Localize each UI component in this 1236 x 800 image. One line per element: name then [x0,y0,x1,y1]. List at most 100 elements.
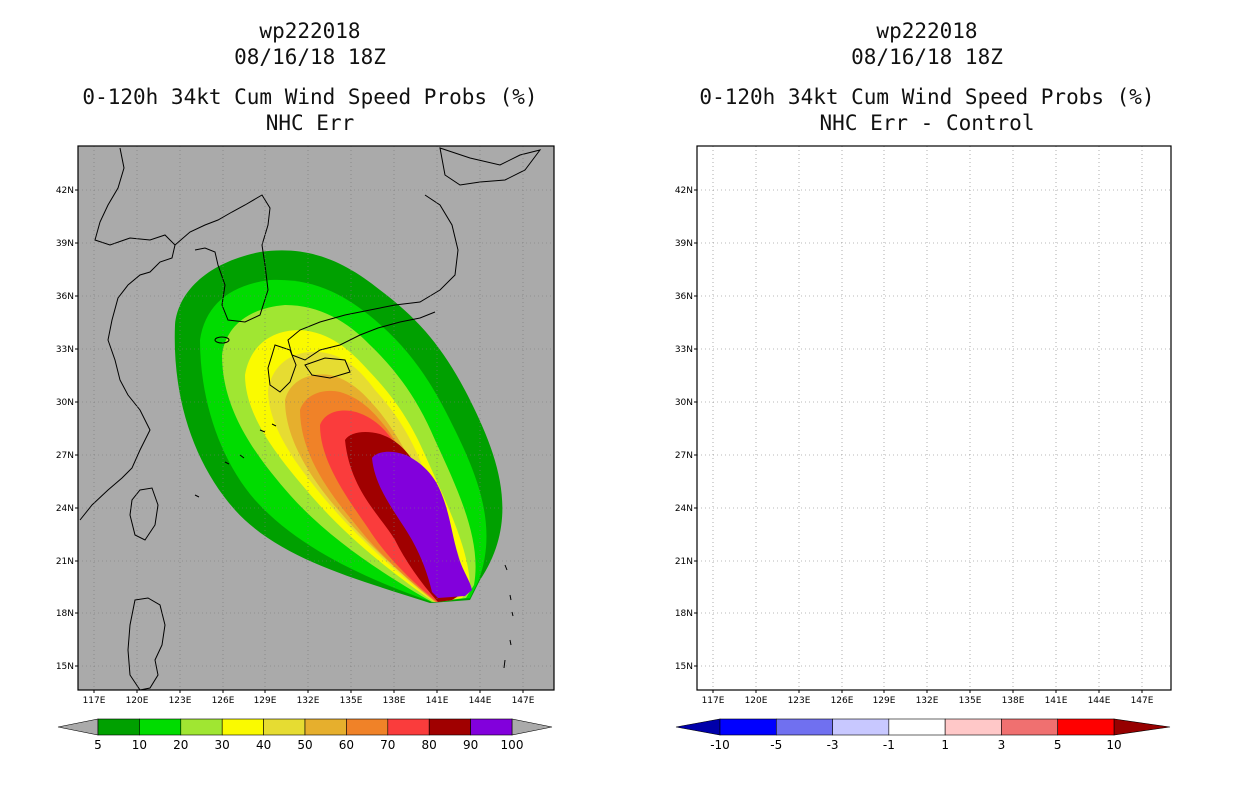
colorbar-label: -10 [710,738,730,752]
right-lon-label: 120E [745,696,768,706]
left-lat-label: 33N [56,345,74,355]
colorbar-swatch [428,718,471,736]
colorbar-low-triangle [57,718,99,736]
left-lon-label: 144E [469,696,492,706]
left-subtitle: NHC Err [265,111,355,135]
left-lon-label: 123E [169,696,192,706]
left-lon-label: 141E [426,696,449,706]
colorbar-swatch [1001,718,1059,736]
colorbar-label: 1 [941,738,949,752]
colorbar-swatch [387,718,430,736]
colorbar-label: 70 [380,738,395,752]
right-lon-label: 135E [959,696,982,706]
colorbar-label: 90 [463,738,478,752]
right-lon-labels: 117E 120E 123E 126E 129E 132E 135E 138E 141E 144E… [702,690,1154,706]
colorbar-swatch [470,718,513,736]
right-lon-label: 138E [1002,696,1025,706]
left-lat-label: 27N [56,451,74,461]
colorbar-label: -5 [770,738,782,752]
left-map-frame [77,145,555,691]
colorbar-swatch [346,718,389,736]
contour-90 [372,451,472,598]
right-lat-label: 42N [675,186,693,196]
colorbar-label: 80 [422,738,437,752]
colorbar-swatch [263,718,306,736]
left-lat-label: 39N [56,239,74,249]
right-product: 0-120h 34kt Cum Wind Speed Probs (%) [699,85,1155,109]
left-lat-labels: 42N 39N 36N 33N 30N 27N 24N 21N 18N 15N [56,186,78,672]
colorbar-label: 100 [501,738,524,752]
colorbar-high-triangle [511,718,553,736]
left-lon-label: 120E [126,696,149,706]
left-lat-label: 21N [56,557,74,567]
colorbar-label: 10 [1106,738,1121,752]
right-map-frame [696,145,1172,691]
right-lon-label: 141E [1045,696,1068,706]
colorbar-swatch [139,718,182,736]
right-lat-label: 21N [675,557,693,567]
colorbar-swatch [180,718,223,736]
right-lat-label: 33N [675,345,693,355]
right-lon-label: 132E [916,696,939,706]
left-lat-label: 18N [56,609,74,619]
colorbar-label: 5 [1054,738,1062,752]
colorbar-swatch [1057,718,1115,736]
left-lat-label: 15N [56,662,74,672]
right-lat-labels: 42N 39N 36N 33N 30N 27N 24N 21N 18N 15N [675,186,697,672]
right-lat-label: 27N [675,451,693,461]
colorbar-label: 3 [998,738,1006,752]
colorbar-label: 60 [339,738,354,752]
left-lon-labels: 117E 120E 123E 126E 129E 132E 135E 138E 141E 144E… [83,690,535,706]
colorbar-label: 30 [215,738,230,752]
left-colorbar: 5 10 20 30 40 50 60 70 80 90 100 [57,718,553,752]
left-lat-label: 24N [56,504,74,514]
right-lon-label: 117E [702,696,725,706]
colorbar-label: 50 [297,738,312,752]
colorbar-label: 10 [132,738,147,752]
colorbar-label: 5 [94,738,102,752]
colorbar-swatch [304,718,347,736]
left-lat-label: 36N [56,292,74,302]
left-lon-label: 132E [297,696,320,706]
left-lat-label: 42N [56,186,74,196]
left-gridlines [78,146,554,690]
colorbar-swatch [97,718,140,736]
left-title-block: wp222018 08/16/18 18Z 0-120h 34kt Cum Wi… [30,18,590,136]
colorbar-swatch [888,718,946,736]
left-lon-label: 126E [212,696,235,706]
right-colorbar: -10 -5 -3 -1 1 3 5 10 [675,718,1171,752]
right-lat-label: 24N [675,504,693,514]
colorbar-swatch [832,718,890,736]
colorbar-label: -1 [883,738,895,752]
left-storm-id: wp222018 [259,19,361,43]
right-lat-label: 15N [675,662,693,672]
right-lon-label: 144E [1088,696,1111,706]
colorbar-swatch [719,718,777,736]
colorbar-low-triangle [675,718,721,736]
colorbar-label: 20 [173,738,188,752]
right-storm-id: wp222018 [876,19,978,43]
right-lat-label: 18N [675,609,693,619]
right-lon-label: 129E [873,696,896,706]
probability-contours [174,250,503,603]
right-datetime: 08/16/18 18Z [851,45,1003,69]
colorbar-high-triangle [1113,718,1171,736]
right-lat-label: 36N [675,292,693,302]
right-lat-label: 30N [675,398,693,408]
colorbar-swatch [944,718,1002,736]
left-lon-label: 135E [340,696,363,706]
left-lon-label: 147E [512,696,535,706]
left-product: 0-120h 34kt Cum Wind Speed Probs (%) [82,85,538,109]
left-lon-label: 129E [254,696,277,706]
right-lon-label: 123E [788,696,811,706]
left-datetime: 08/16/18 18Z [234,45,386,69]
colorbar-label: 40 [256,738,271,752]
colorbar-label: -3 [827,738,839,752]
colorbar-swatch [221,718,264,736]
right-gridlines [697,146,1171,690]
right-lon-label: 126E [831,696,854,706]
right-map-background [697,146,1171,690]
left-lon-label: 138E [383,696,406,706]
